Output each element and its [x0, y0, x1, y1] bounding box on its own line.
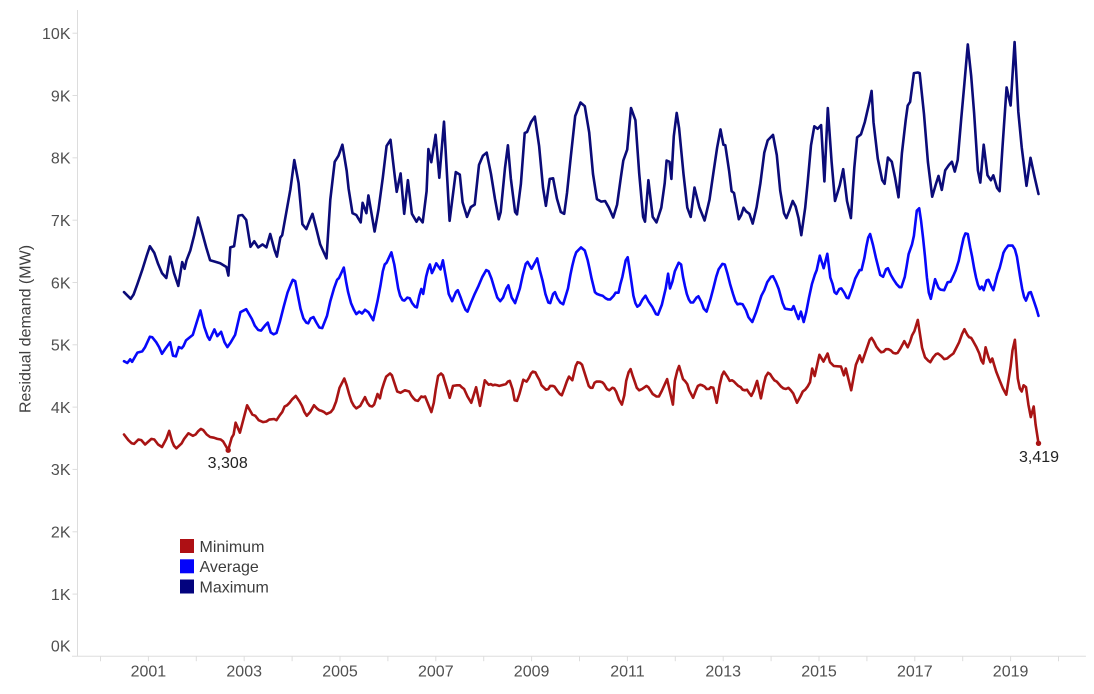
svg-text:2003: 2003: [226, 664, 262, 681]
svg-text:Residual demand (MW): Residual demand (MW): [18, 245, 35, 413]
svg-text:2007: 2007: [418, 664, 454, 681]
svg-text:6K: 6K: [51, 275, 71, 292]
svg-text:Maximum: Maximum: [200, 579, 269, 596]
svg-text:2015: 2015: [801, 664, 837, 681]
svg-text:4K: 4K: [51, 400, 71, 417]
svg-text:Average: Average: [200, 559, 259, 576]
svg-text:2019: 2019: [993, 664, 1029, 681]
svg-text:5K: 5K: [51, 338, 71, 355]
svg-text:0K: 0K: [51, 639, 71, 656]
svg-text:1K: 1K: [51, 587, 71, 604]
svg-text:3,419: 3,419: [1019, 449, 1059, 466]
svg-text:Minimum: Minimum: [200, 539, 265, 556]
svg-text:3,308: 3,308: [208, 455, 248, 472]
svg-text:2011: 2011: [610, 664, 645, 681]
svg-text:8K: 8K: [51, 151, 71, 168]
svg-text:2013: 2013: [705, 664, 741, 681]
svg-text:2009: 2009: [514, 664, 550, 681]
svg-text:3K: 3K: [51, 462, 71, 479]
svg-text:2001: 2001: [131, 664, 167, 681]
svg-text:7K: 7K: [51, 213, 71, 230]
svg-text:2017: 2017: [897, 664, 933, 681]
svg-text:2K: 2K: [51, 525, 71, 542]
svg-text:10K: 10K: [42, 26, 71, 43]
svg-text:9K: 9K: [51, 88, 71, 105]
svg-text:2005: 2005: [322, 664, 358, 681]
